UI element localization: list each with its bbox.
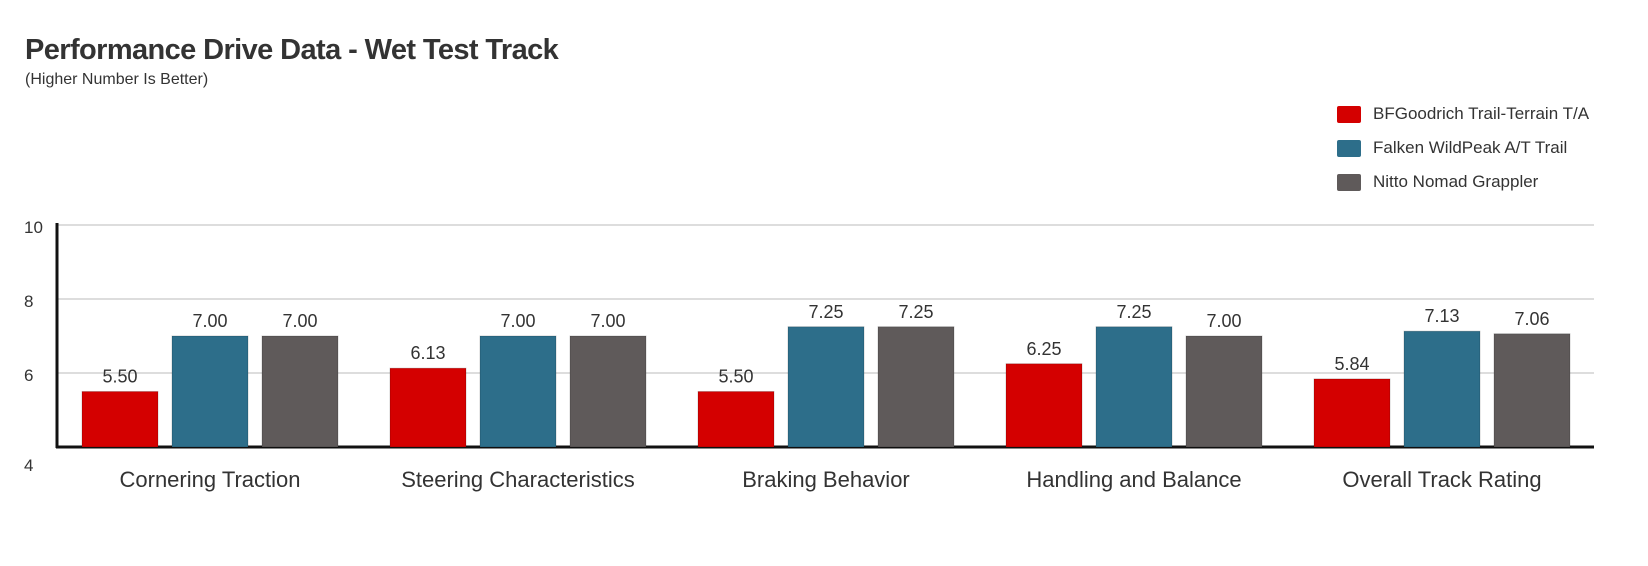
category-label: Steering Characteristics: [401, 467, 635, 492]
legend: BFGoodrich Trail-Terrain T/A Falken Wild…: [1337, 104, 1589, 206]
legend-swatch-nitto: [1337, 174, 1361, 191]
chart-subtitle: (Higher Number Is Better): [25, 71, 209, 88]
data-label-nitto: 7.00: [590, 311, 625, 331]
bar-bfgoodrich: [389, 367, 467, 448]
legend-label-nitto: Nitto Nomad Grappler: [1373, 172, 1539, 191]
y-tick-label: 4: [24, 456, 33, 475]
category-label: Overall Track Rating: [1342, 467, 1541, 492]
data-label-falken: 7.00: [500, 311, 535, 331]
legend-label-falken: Falken WildPeak A/T Trail: [1373, 138, 1568, 157]
bar-bfgoodrich: [1005, 363, 1083, 448]
legend-item-bfgoodrich: BFGoodrich Trail-Terrain T/A: [1337, 104, 1589, 138]
data-label-bfgoodrich: 5.50: [102, 367, 137, 387]
data-label-bfgoodrich: 5.50: [718, 367, 753, 387]
bar-falken: [479, 335, 557, 448]
y-tick-label: 6: [24, 366, 33, 385]
category-label: Cornering Traction: [120, 467, 301, 492]
bar-nitto: [877, 326, 955, 448]
data-label-nitto: 7.06: [1514, 309, 1549, 329]
data-label-nitto: 7.00: [282, 311, 317, 331]
data-label-falken: 7.25: [808, 302, 843, 322]
legend-label-bfgoodrich: BFGoodrich Trail-Terrain T/A: [1373, 104, 1590, 123]
bar-nitto: [261, 335, 339, 448]
bar-bfgoodrich: [1313, 378, 1391, 448]
legend-item-falken: Falken WildPeak A/T Trail: [1337, 138, 1589, 172]
data-label-falken: 7.00: [192, 311, 227, 331]
bar-falken: [1095, 326, 1173, 448]
data-label-bfgoodrich: 6.25: [1026, 339, 1061, 359]
bar-nitto: [569, 335, 647, 448]
data-label-bfgoodrich: 5.84: [1334, 354, 1369, 374]
legend-swatch-falken: [1337, 140, 1361, 157]
category-label: Handling and Balance: [1026, 467, 1241, 492]
bar-falken: [787, 326, 865, 448]
data-label-nitto: 7.25: [898, 302, 933, 322]
data-label-falken: 7.25: [1116, 302, 1151, 322]
bar-bfgoodrich: [697, 391, 775, 448]
data-label-nitto: 7.00: [1206, 311, 1241, 331]
data-label-bfgoodrich: 6.13: [410, 343, 445, 363]
data-label-falken: 7.13: [1424, 306, 1459, 326]
bar-falken: [171, 335, 249, 448]
chart-title: Performance Drive Data - Wet Test Track: [25, 34, 559, 66]
category-label: Braking Behavior: [742, 467, 910, 492]
legend-swatch-bfgoodrich: [1337, 106, 1361, 123]
y-tick-label: 8: [24, 292, 33, 311]
bar-bfgoodrich: [81, 391, 159, 448]
legend-item-nitto: Nitto Nomad Grappler: [1337, 172, 1589, 206]
bar-nitto: [1185, 335, 1263, 448]
bar-nitto: [1493, 333, 1571, 448]
bar-falken: [1403, 330, 1481, 448]
y-tick-label: 10: [24, 218, 43, 237]
